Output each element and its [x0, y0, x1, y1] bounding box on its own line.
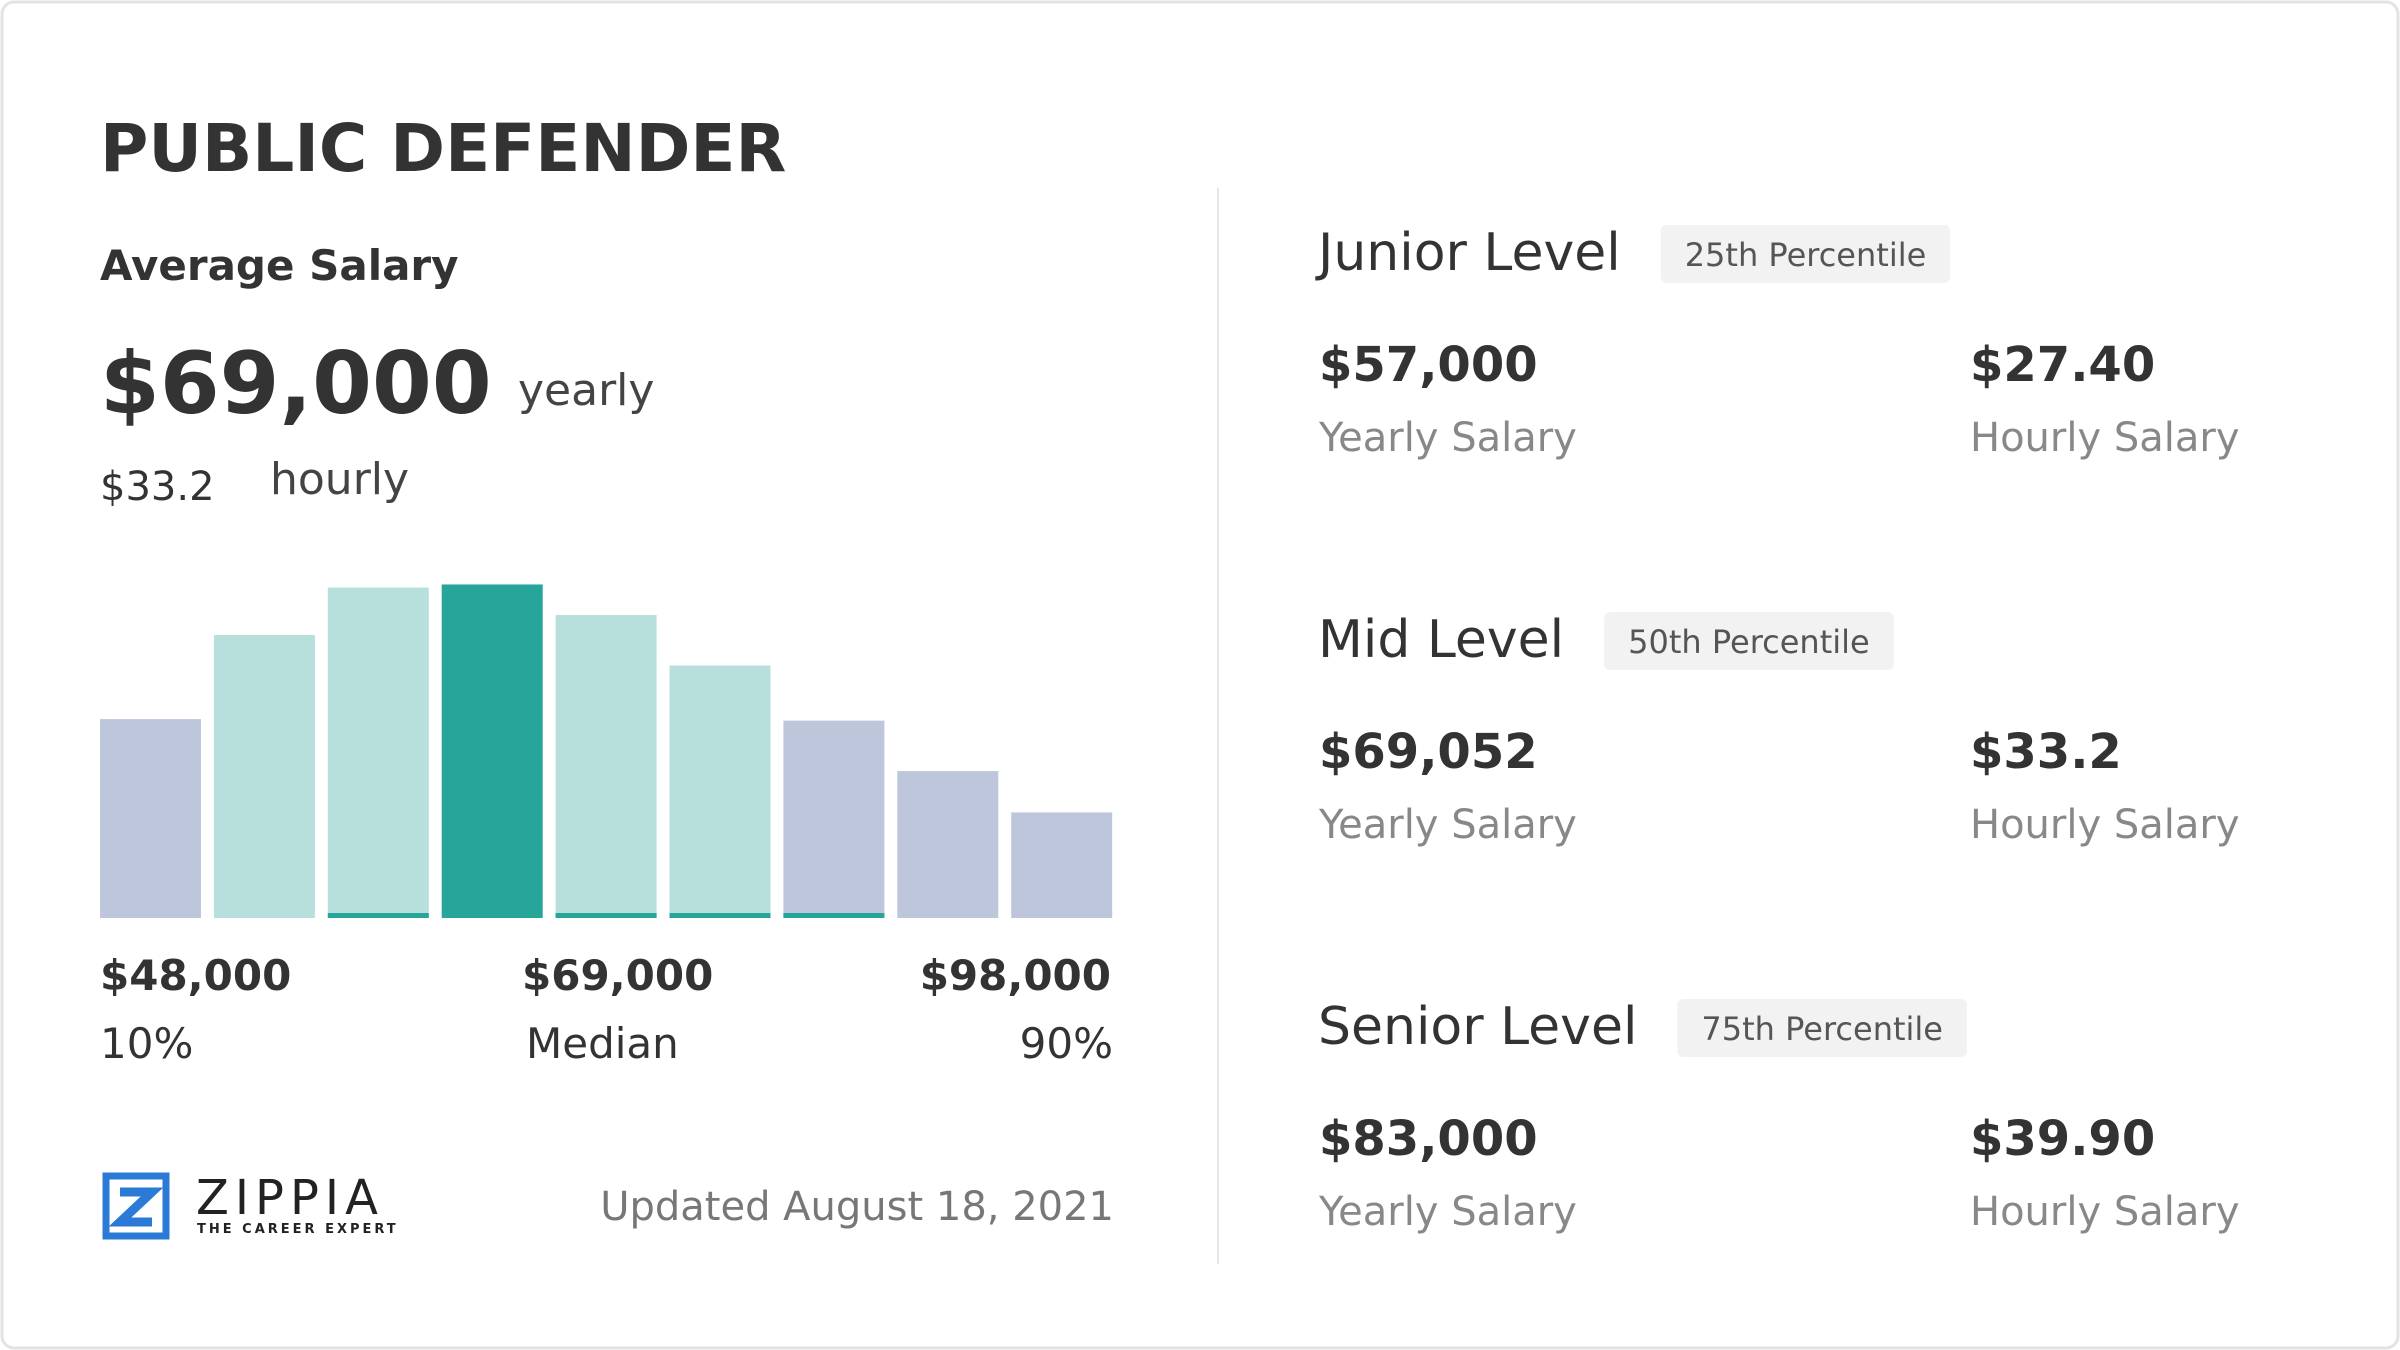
- level-name: Mid Level: [1318, 610, 1564, 670]
- bar-underline: [783, 913, 885, 918]
- yearly-salary: $57,000: [1319, 337, 1538, 393]
- bar-underline: [555, 913, 657, 918]
- marker-label: 10%: [100, 1019, 193, 1068]
- percentile-badge: [1677, 999, 1967, 1057]
- hourly-salary: $39.90: [1970, 1111, 2155, 1167]
- level-name: Senior Level: [1318, 997, 1637, 1057]
- histogram: [100, 584, 1113, 918]
- levels: Junior Level 25th Percentile $57,000 Yearly…: [1315, 223, 2240, 1235]
- level-name: Junior Level: [1315, 223, 1621, 283]
- title: PUBLIC DEFENDER: [100, 110, 786, 187]
- bar: [213, 634, 315, 918]
- hourly-salary: $27.40: [1970, 337, 2155, 393]
- marker-label: Median: [526, 1019, 679, 1068]
- percentile-text: 50th Percentile: [1628, 623, 1870, 661]
- average-yearly: $69,000: [100, 334, 492, 434]
- hourly-unit: hourly: [270, 454, 409, 505]
- marker-value: $69,000: [522, 951, 713, 1000]
- bar-underline: [327, 913, 429, 918]
- marker-label: 90%: [1020, 1019, 1113, 1068]
- bar: [100, 719, 201, 918]
- yearly-unit: yearly: [518, 365, 654, 416]
- percentile-text: 75th Percentile: [1701, 1010, 1943, 1048]
- updated: Updated August 18, 2021: [600, 1184, 1114, 1230]
- bar: [897, 771, 999, 918]
- yearly-salary: $69,052: [1319, 724, 1538, 780]
- tagline: THE CAREER EXPERT: [197, 1222, 399, 1237]
- logo-icon: [102, 1172, 170, 1240]
- hourly-salary: $33.2: [1970, 724, 2122, 780]
- marker-value: $98,000: [920, 951, 1111, 1000]
- bar: [1011, 812, 1113, 918]
- yearly-label: Yearly Salary: [1318, 415, 1577, 461]
- bar: [327, 587, 429, 918]
- yearly-label: Yearly Salary: [1318, 802, 1577, 848]
- hourly-label: Hourly Salary: [1970, 802, 2240, 848]
- yearly-salary: $83,000: [1319, 1111, 1538, 1167]
- hourly-label: Hourly Salary: [1970, 1189, 2240, 1235]
- average-hourly: $33.2: [100, 464, 215, 510]
- percentile-badge: [1660, 225, 1951, 283]
- percentile-text: 25th Percentile: [1685, 236, 1927, 274]
- bar: [441, 584, 543, 918]
- bar: [783, 720, 885, 918]
- bar-underline: [669, 913, 771, 918]
- brand: ZIPPIA: [196, 1170, 384, 1226]
- average-label: Average Salary: [100, 241, 459, 290]
- hourly-label: Hourly Salary: [1970, 415, 2240, 461]
- yearly-label: Yearly Salary: [1318, 1189, 1577, 1235]
- bar: [669, 665, 771, 918]
- marker-value: $48,000: [100, 951, 291, 1000]
- percentile-badge: [1604, 612, 1894, 670]
- bar: [555, 615, 657, 918]
